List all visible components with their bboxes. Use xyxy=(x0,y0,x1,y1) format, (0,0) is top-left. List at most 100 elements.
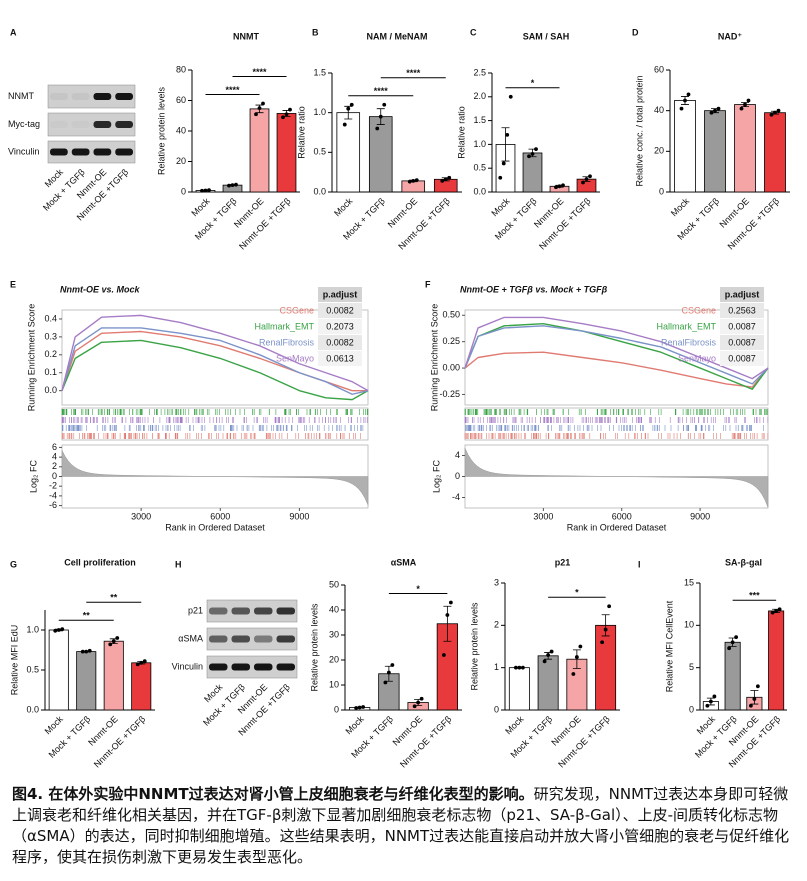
replicate-point xyxy=(774,609,779,613)
replicate-point xyxy=(527,154,531,159)
y-tick-label: 0 xyxy=(181,186,186,196)
enrichment-line xyxy=(464,323,769,390)
blot-band xyxy=(71,93,90,100)
blot-band xyxy=(115,93,133,100)
bar xyxy=(595,624,617,711)
legend-entry: SenMayo xyxy=(678,353,716,363)
replicate-point xyxy=(743,102,747,107)
y-tick-label: 5 xyxy=(689,662,694,672)
significance-label: **** xyxy=(374,86,389,96)
y-tick-label: 1.0 xyxy=(26,624,39,634)
replicate-point xyxy=(508,94,513,99)
significance-label: * xyxy=(575,588,579,598)
blot-strip xyxy=(206,599,298,623)
chart-title: αSMA xyxy=(391,557,417,567)
chart-title: SA-β-gal xyxy=(725,557,762,567)
caption-title: 图4. 在体外实验中NNMT过表达对肾小管上皮细胞衰老与纤维化表型的影响。 xyxy=(12,785,534,803)
chart-title: NAD⁺ xyxy=(718,31,742,41)
y-tick-label: 0.5 xyxy=(473,163,486,173)
replicate-point xyxy=(709,110,714,115)
replicate-point xyxy=(517,665,522,670)
replicate-point xyxy=(513,665,518,670)
significance-label: * xyxy=(531,78,535,88)
blot-row-label: p21 xyxy=(188,605,203,615)
replicate-point xyxy=(501,161,506,166)
x-tick-label: 9000 xyxy=(289,511,309,521)
blot-band xyxy=(276,607,295,615)
y-tick-label: 0 xyxy=(689,704,694,714)
replicate-point xyxy=(60,627,65,632)
replicate-point xyxy=(416,700,421,705)
y-tick-label: 0 xyxy=(659,186,664,196)
replicate-point xyxy=(445,613,450,617)
x-tick-label: Nnmt-OE +TGFβ xyxy=(556,714,611,769)
fc-tick-label: -4 xyxy=(49,490,57,500)
bar xyxy=(522,152,543,193)
legend-entry: CSGene xyxy=(681,305,716,315)
table-cell xyxy=(318,303,362,318)
blot-band xyxy=(254,663,273,671)
bar xyxy=(768,610,785,711)
plot-frame xyxy=(464,309,769,406)
x-tick-label: Nnmt-OE +TGFβ xyxy=(398,714,453,769)
y-axis-label: Relative conc. / total protein xyxy=(634,75,644,186)
bar xyxy=(704,110,726,193)
table-header: p.adjust xyxy=(725,289,760,299)
replicate-point xyxy=(600,640,605,645)
table-cell xyxy=(720,351,764,366)
bar xyxy=(734,104,756,193)
fc-tick-label: -4 xyxy=(452,492,460,502)
replicate-point xyxy=(234,182,238,187)
y-tick-label: 50 xyxy=(329,579,339,589)
y-tick-label: 40 xyxy=(329,604,339,614)
y-tick-label: 0.4 xyxy=(44,313,57,323)
replicate-point xyxy=(414,178,419,183)
x-tick-label: Mock xyxy=(489,196,512,219)
fc-tick-label: -6 xyxy=(49,500,57,510)
plot-frame xyxy=(61,407,369,441)
bar xyxy=(249,108,270,193)
significance-label: * xyxy=(416,584,420,594)
replicate-point xyxy=(746,98,751,103)
replicate-point xyxy=(770,610,775,615)
p-adjust-value: 0.0087 xyxy=(728,337,756,347)
replicate-point xyxy=(386,670,391,675)
panel-letter: B xyxy=(312,27,319,37)
chart-title: NAM / MeNAM xyxy=(367,31,428,41)
gene-rug xyxy=(62,425,364,431)
y-tick-label: 10 xyxy=(329,679,339,689)
x-tick-label: 3000 xyxy=(533,511,553,521)
blot-band xyxy=(209,635,228,643)
replicate-point xyxy=(361,705,366,709)
p-adjust-value: 0.0087 xyxy=(728,321,756,331)
blot-band xyxy=(50,148,68,156)
replicate-point xyxy=(139,660,144,665)
y-tick-label: 30 xyxy=(329,629,339,639)
p-adjust-value: 0.0087 xyxy=(728,353,756,363)
replicate-point xyxy=(342,122,347,127)
blot-band xyxy=(254,607,273,615)
enrichment-line xyxy=(464,351,769,388)
table-cell xyxy=(720,335,764,350)
replicate-point xyxy=(776,108,781,113)
replicate-point xyxy=(440,178,445,183)
replicate-point xyxy=(407,179,412,184)
replicate-point xyxy=(534,147,538,152)
y-tick-label: 10 xyxy=(684,620,694,630)
fc-tick-label: -2 xyxy=(49,481,57,491)
blot-band xyxy=(209,663,228,671)
replicate-point xyxy=(683,98,687,103)
chart-title: Nnmt-OE vs. Mock xyxy=(60,284,141,294)
replicate-point xyxy=(135,662,140,667)
bar xyxy=(368,116,393,193)
enrichment-line xyxy=(464,316,769,380)
replicate-point xyxy=(578,644,583,649)
blot-strip xyxy=(47,84,136,109)
blot-band xyxy=(231,607,250,615)
x-tick-label: Nnmt-OE +TGFβ xyxy=(537,196,592,251)
blot-row-label: Myc-tag xyxy=(8,119,40,129)
replicate-point xyxy=(281,115,285,120)
gene-rug xyxy=(61,417,368,423)
x-tick-label: Nnmt-OE +TGFβ xyxy=(726,196,781,251)
replicate-point xyxy=(679,106,684,111)
